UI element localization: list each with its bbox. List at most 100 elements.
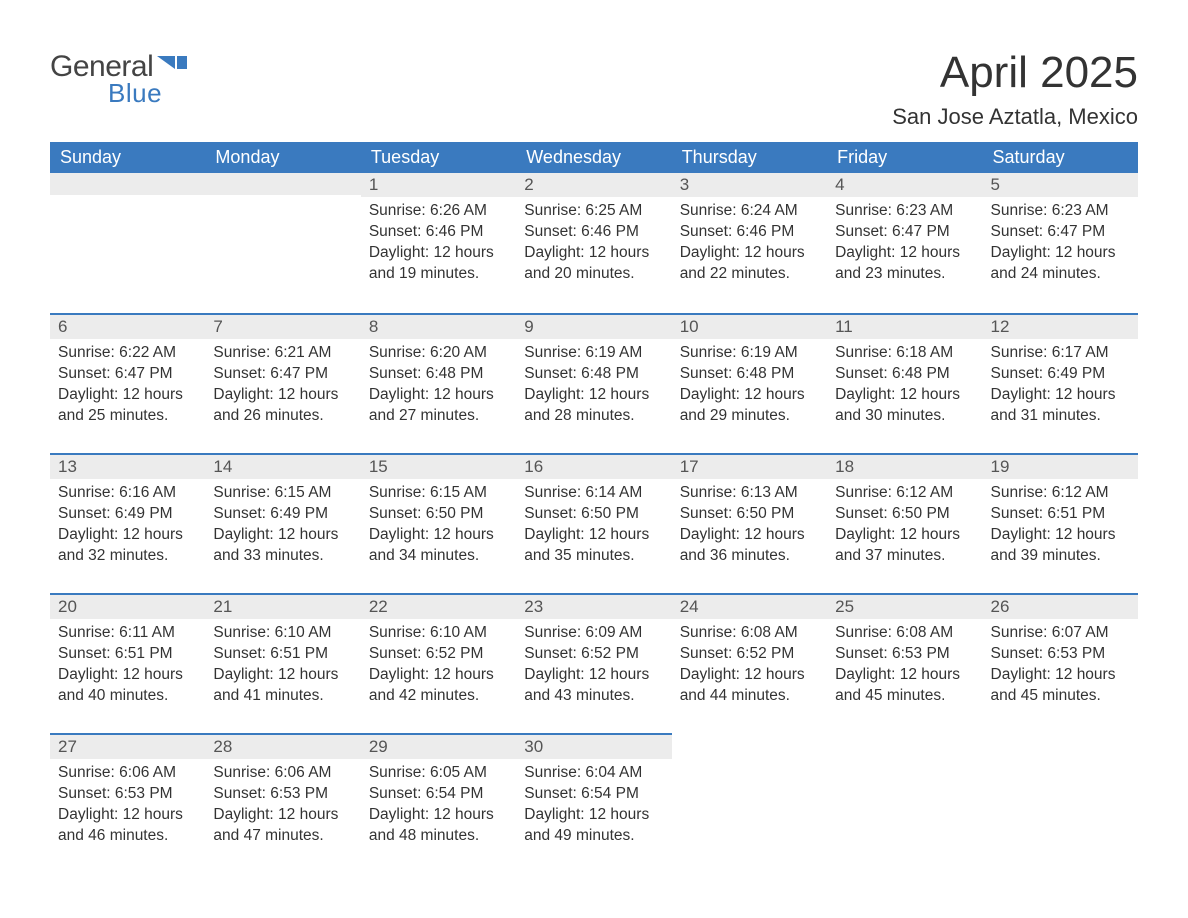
day-number: 25: [827, 593, 982, 619]
sunrise-text: Sunrise: 6:04 AM: [524, 763, 663, 784]
sunrise-text: Sunrise: 6:13 AM: [680, 483, 819, 504]
calendar-cell: 15Sunrise: 6:15 AMSunset: 6:50 PMDayligh…: [361, 453, 516, 593]
calendar-cell: [672, 733, 827, 873]
weekday-header: Sunday: [50, 142, 205, 173]
day-content: Sunrise: 6:15 AMSunset: 6:49 PMDaylight:…: [205, 479, 360, 571]
sunset-text: Sunset: 6:50 PM: [680, 504, 819, 525]
daylight-text: Daylight: 12 hours and 49 minutes.: [524, 805, 663, 847]
sunrise-text: Sunrise: 6:06 AM: [213, 763, 352, 784]
sunrise-text: Sunrise: 6:19 AM: [680, 343, 819, 364]
day-content: Sunrise: 6:05 AMSunset: 6:54 PMDaylight:…: [361, 759, 516, 851]
sunrise-text: Sunrise: 6:18 AM: [835, 343, 974, 364]
logo-text-blue: Blue: [108, 78, 162, 109]
day-content: Sunrise: 6:10 AMSunset: 6:51 PMDaylight:…: [205, 619, 360, 711]
calendar-cell: 4Sunrise: 6:23 AMSunset: 6:47 PMDaylight…: [827, 173, 982, 313]
day-content: Sunrise: 6:08 AMSunset: 6:53 PMDaylight:…: [827, 619, 982, 711]
day-number: 2: [516, 173, 671, 197]
calendar-cell: 14Sunrise: 6:15 AMSunset: 6:49 PMDayligh…: [205, 453, 360, 593]
day-number: 24: [672, 593, 827, 619]
calendar-cell: 12Sunrise: 6:17 AMSunset: 6:49 PMDayligh…: [983, 313, 1138, 453]
calendar-cell: [50, 173, 205, 313]
calendar-cell: 29Sunrise: 6:05 AMSunset: 6:54 PMDayligh…: [361, 733, 516, 873]
daylight-text: Daylight: 12 hours and 46 minutes.: [58, 805, 197, 847]
calendar-cell: 18Sunrise: 6:12 AMSunset: 6:50 PMDayligh…: [827, 453, 982, 593]
day-content: Sunrise: 6:23 AMSunset: 6:47 PMDaylight:…: [827, 197, 982, 289]
calendar-cell: 13Sunrise: 6:16 AMSunset: 6:49 PMDayligh…: [50, 453, 205, 593]
day-number: 8: [361, 313, 516, 339]
empty-day-bar: [205, 173, 360, 195]
day-number: 10: [672, 313, 827, 339]
sunset-text: Sunset: 6:53 PM: [213, 784, 352, 805]
calendar-cell: 21Sunrise: 6:10 AMSunset: 6:51 PMDayligh…: [205, 593, 360, 733]
sunset-text: Sunset: 6:54 PM: [369, 784, 508, 805]
day-content: Sunrise: 6:25 AMSunset: 6:46 PMDaylight:…: [516, 197, 671, 289]
daylight-text: Daylight: 12 hours and 33 minutes.: [213, 525, 352, 567]
day-content: Sunrise: 6:10 AMSunset: 6:52 PMDaylight:…: [361, 619, 516, 711]
sunrise-text: Sunrise: 6:23 AM: [835, 201, 974, 222]
sunrise-text: Sunrise: 6:26 AM: [369, 201, 508, 222]
day-content: Sunrise: 6:12 AMSunset: 6:51 PMDaylight:…: [983, 479, 1138, 571]
sunrise-text: Sunrise: 6:21 AM: [213, 343, 352, 364]
daylight-text: Daylight: 12 hours and 20 minutes.: [524, 243, 663, 285]
calendar-week-row: 20Sunrise: 6:11 AMSunset: 6:51 PMDayligh…: [50, 593, 1138, 733]
sunrise-text: Sunrise: 6:22 AM: [58, 343, 197, 364]
day-content: Sunrise: 6:09 AMSunset: 6:52 PMDaylight:…: [516, 619, 671, 711]
month-title: April 2025: [892, 40, 1138, 98]
sunset-text: Sunset: 6:46 PM: [524, 222, 663, 243]
day-number: 16: [516, 453, 671, 479]
sunrise-text: Sunrise: 6:11 AM: [58, 623, 197, 644]
day-content: Sunrise: 6:06 AMSunset: 6:53 PMDaylight:…: [50, 759, 205, 851]
calendar-cell: 30Sunrise: 6:04 AMSunset: 6:54 PMDayligh…: [516, 733, 671, 873]
calendar-cell: [827, 733, 982, 873]
calendar-cell: 23Sunrise: 6:09 AMSunset: 6:52 PMDayligh…: [516, 593, 671, 733]
sunset-text: Sunset: 6:49 PM: [213, 504, 352, 525]
calendar-week-row: 6Sunrise: 6:22 AMSunset: 6:47 PMDaylight…: [50, 313, 1138, 453]
calendar-body: 1Sunrise: 6:26 AMSunset: 6:46 PMDaylight…: [50, 173, 1138, 873]
logo: General Blue: [50, 40, 187, 109]
day-content: Sunrise: 6:19 AMSunset: 6:48 PMDaylight:…: [672, 339, 827, 431]
sunset-text: Sunset: 6:49 PM: [991, 364, 1130, 385]
day-number: 28: [205, 733, 360, 759]
calendar-cell: 3Sunrise: 6:24 AMSunset: 6:46 PMDaylight…: [672, 173, 827, 313]
day-number: 18: [827, 453, 982, 479]
daylight-text: Daylight: 12 hours and 43 minutes.: [524, 665, 663, 707]
daylight-text: Daylight: 12 hours and 35 minutes.: [524, 525, 663, 567]
daylight-text: Daylight: 12 hours and 32 minutes.: [58, 525, 197, 567]
day-number: 19: [983, 453, 1138, 479]
daylight-text: Daylight: 12 hours and 27 minutes.: [369, 385, 508, 427]
calendar-cell: 8Sunrise: 6:20 AMSunset: 6:48 PMDaylight…: [361, 313, 516, 453]
daylight-text: Daylight: 12 hours and 31 minutes.: [991, 385, 1130, 427]
calendar-cell: 28Sunrise: 6:06 AMSunset: 6:53 PMDayligh…: [205, 733, 360, 873]
sunset-text: Sunset: 6:52 PM: [524, 644, 663, 665]
day-number: 5: [983, 173, 1138, 197]
daylight-text: Daylight: 12 hours and 30 minutes.: [835, 385, 974, 427]
sunrise-text: Sunrise: 6:20 AM: [369, 343, 508, 364]
daylight-text: Daylight: 12 hours and 36 minutes.: [680, 525, 819, 567]
daylight-text: Daylight: 12 hours and 24 minutes.: [991, 243, 1130, 285]
day-content: Sunrise: 6:16 AMSunset: 6:49 PMDaylight:…: [50, 479, 205, 571]
calendar-cell: 19Sunrise: 6:12 AMSunset: 6:51 PMDayligh…: [983, 453, 1138, 593]
calendar-cell: 5Sunrise: 6:23 AMSunset: 6:47 PMDaylight…: [983, 173, 1138, 313]
sunset-text: Sunset: 6:53 PM: [58, 784, 197, 805]
daylight-text: Daylight: 12 hours and 23 minutes.: [835, 243, 974, 285]
daylight-text: Daylight: 12 hours and 37 minutes.: [835, 525, 974, 567]
day-content: Sunrise: 6:26 AMSunset: 6:46 PMDaylight:…: [361, 197, 516, 289]
calendar-cell: 17Sunrise: 6:13 AMSunset: 6:50 PMDayligh…: [672, 453, 827, 593]
title-block: April 2025 San Jose Aztatla, Mexico: [892, 40, 1138, 130]
weekday-header: Thursday: [672, 142, 827, 173]
sunset-text: Sunset: 6:51 PM: [991, 504, 1130, 525]
calendar-week-row: 1Sunrise: 6:26 AMSunset: 6:46 PMDaylight…: [50, 173, 1138, 313]
day-content: Sunrise: 6:06 AMSunset: 6:53 PMDaylight:…: [205, 759, 360, 851]
day-content: Sunrise: 6:15 AMSunset: 6:50 PMDaylight:…: [361, 479, 516, 571]
location-subtitle: San Jose Aztatla, Mexico: [892, 104, 1138, 130]
sunrise-text: Sunrise: 6:12 AM: [991, 483, 1130, 504]
calendar-cell: 9Sunrise: 6:19 AMSunset: 6:48 PMDaylight…: [516, 313, 671, 453]
calendar-page: General Blue April 2025 San Jose Aztatla…: [0, 0, 1188, 913]
sunset-text: Sunset: 6:52 PM: [680, 644, 819, 665]
sunrise-text: Sunrise: 6:25 AM: [524, 201, 663, 222]
day-number: 14: [205, 453, 360, 479]
sunrise-text: Sunrise: 6:10 AM: [213, 623, 352, 644]
daylight-text: Daylight: 12 hours and 28 minutes.: [524, 385, 663, 427]
daylight-text: Daylight: 12 hours and 22 minutes.: [680, 243, 819, 285]
sunrise-text: Sunrise: 6:23 AM: [991, 201, 1130, 222]
